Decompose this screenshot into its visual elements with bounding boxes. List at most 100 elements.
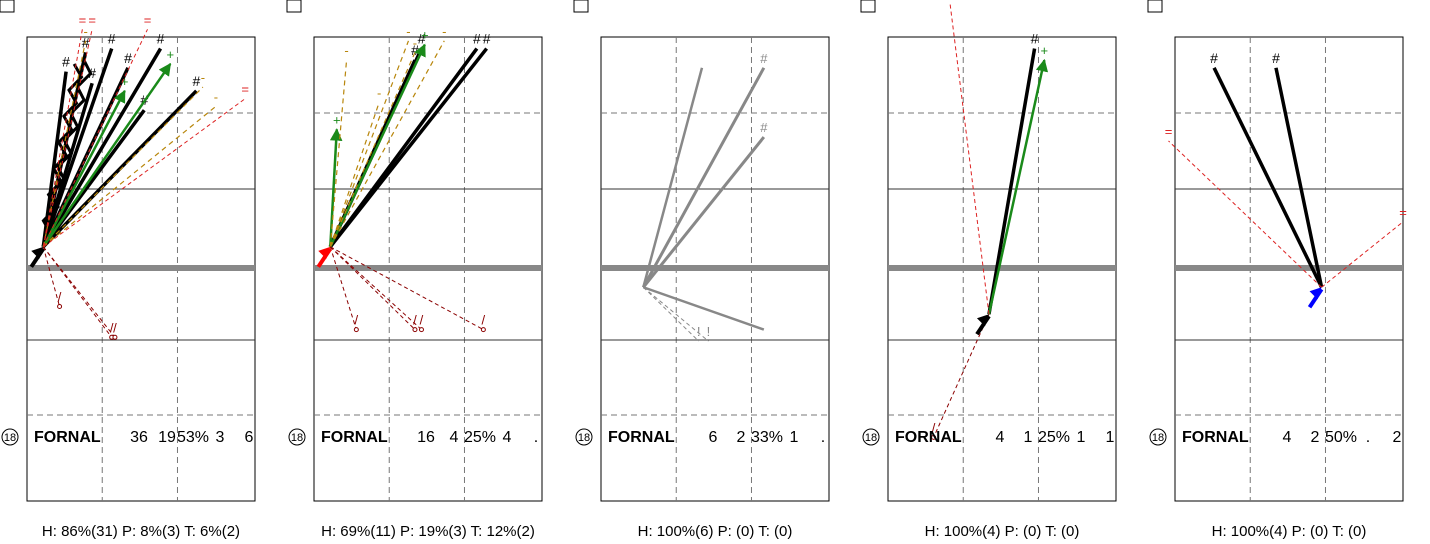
shot-end-marker: /: [420, 313, 424, 328]
shot-summary: H: 69%(11) P: 19%(3) T: 12%(2): [321, 523, 535, 540]
stat-value-1: 36: [130, 429, 148, 446]
stat-value-3: 25%: [1038, 429, 1070, 446]
shot-line-made: [41, 47, 114, 248]
shot-end-marker: +: [333, 112, 341, 127]
player-name: FORNAL: [34, 429, 101, 446]
player-position-arrow-head: [318, 246, 331, 259]
player-name: FORNAL: [1182, 429, 1249, 446]
shot-end-circle: [931, 434, 937, 440]
shot-end-circle: [353, 327, 359, 333]
shot-panel-3: # #! ! 18 FORNAL 6 2 33% 1 . H: 100%(6) P: (0) T: …: [573, 0, 830, 540]
shot-line-out: [329, 246, 357, 330]
stat-value-1: 4: [1283, 429, 1292, 446]
player-number-badge: [1, 428, 19, 446]
shot-line-over: [42, 29, 93, 247]
shot-summary: H: 100%(6) P: (0) T: (0): [638, 523, 793, 540]
shot-line-grey_made: [642, 136, 766, 289]
stat-value-2: 19: [158, 429, 176, 446]
shot-line-over: [42, 29, 148, 248]
shot-summary: H: 100%(4) P: (0) T: (0): [925, 523, 1080, 540]
player-position-arrow-head: [1309, 287, 1322, 300]
shot-line-out: [42, 246, 116, 338]
shot-end-marker: #: [1272, 50, 1280, 66]
shot-line-blocked: [329, 40, 445, 248]
player-number: 18: [4, 432, 16, 444]
shot-line-out: [329, 246, 416, 330]
shot-end-marker: !: [707, 324, 711, 339]
panel-tab-stub: [286, 0, 302, 13]
shot-end-marker: #: [760, 120, 768, 135]
stat-value-2: 2: [737, 429, 746, 446]
shot-line-made: [1274, 67, 1324, 288]
shot-line-over: [42, 29, 83, 247]
stat-value-2: 2: [1311, 429, 1320, 446]
stat-value-4: 1: [1077, 429, 1086, 446]
player-number: 18: [1152, 432, 1164, 444]
shot-line-over: [949, 2, 990, 315]
shot-end-marker: #: [418, 31, 426, 47]
panel-tab-stub: [573, 0, 589, 13]
shot-line-blocked: [42, 86, 204, 248]
shot-summary: H: 86%(31) P: 8%(3) T: 6%(2): [42, 523, 240, 540]
shot-end-marker: =: [144, 12, 152, 27]
shot-line-over: [1321, 221, 1404, 288]
shot-line-assisted: [987, 58, 1049, 315]
shot-end-marker: #: [1210, 50, 1218, 66]
stat-value-2: 1: [1024, 429, 1033, 446]
shot-end-marker: #: [124, 50, 132, 66]
stat-value-4: 3: [216, 429, 225, 446]
shot-line-made: [328, 47, 489, 248]
shot-end-circle: [412, 327, 418, 333]
shot-line-blocked: [329, 102, 380, 248]
player-number-badge: [288, 428, 306, 446]
shot-end-marker: -: [377, 85, 381, 100]
shot-end-marker: =: [1399, 205, 1407, 220]
player-number: 18: [865, 432, 877, 444]
shot-end-circle: [480, 327, 486, 333]
player-name: FORNAL: [608, 429, 675, 446]
player-position-arrow-head: [976, 314, 989, 327]
shot-line-grey_blocked: [642, 286, 700, 342]
shot-line-grey_miss: [642, 286, 765, 331]
shot-line-grey_miss: [642, 67, 704, 288]
shot-end-marker: #: [62, 54, 70, 70]
shot-end-marker: =: [88, 12, 96, 27]
shot-end-marker: /: [355, 313, 359, 328]
stat-value-5: 1: [1106, 429, 1115, 446]
player-number: 18: [291, 432, 303, 444]
shot-panel-5: # # = = 18 FORNAL 4 2 50%. 2 H: 100%(4) P: (0) T: …: [1147, 0, 1407, 540]
shot-line-out: [42, 246, 61, 307]
shot-line-out: [933, 313, 990, 438]
stat-value-4: 1: [790, 429, 799, 446]
shot-end-marker: -: [83, 24, 87, 39]
shot-end-marker: !: [697, 324, 701, 339]
shot-line-made: [1212, 67, 1324, 289]
player-position-arrow-head: [31, 246, 44, 259]
stat-value-1: 6: [709, 429, 718, 446]
player-name: FORNAL: [321, 429, 388, 446]
shot-end-marker: =: [79, 12, 87, 27]
shot-line-assisted: [329, 43, 426, 248]
shot-end-marker: /: [58, 290, 62, 305]
shot-line-assisted: [329, 128, 343, 247]
panel-tab-stub: [1147, 0, 1163, 13]
shot-end-marker: #: [192, 73, 200, 89]
shot-end-marker: #: [88, 65, 96, 81]
stat-value-4: .: [1366, 429, 1370, 446]
player-name: FORNAL: [895, 429, 962, 446]
shot-end-marker: /: [110, 320, 114, 335]
stat-value-1: 16: [417, 429, 435, 446]
stat-value-3: 53%: [177, 429, 209, 446]
shot-line-assisted: [42, 62, 172, 248]
shot-end-marker: #: [108, 31, 116, 47]
shot-end-marker: -: [214, 89, 218, 104]
shot-end-marker: /: [113, 320, 117, 335]
shot-line-over: [1168, 140, 1322, 288]
shot-end-marker: /: [932, 420, 936, 435]
shot-end-marker: /: [482, 313, 486, 328]
shot-end-marker: #: [473, 31, 481, 47]
shot-end-marker: +: [1041, 43, 1049, 58]
shot-panel-1: ########++---///====18FORNAL361953%36H: …: [0, 0, 256, 540]
